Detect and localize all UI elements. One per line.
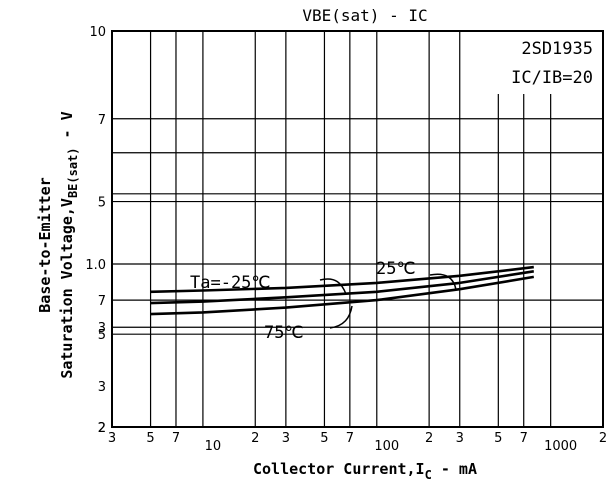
y-tick-label: 7 [98,113,106,128]
x-tick-label: 1000 [544,439,577,454]
series-lines [150,265,535,316]
pointer-75 [329,305,353,329]
label-box [469,32,599,94]
x-tick-label: 10 [205,439,222,454]
y-tick-label-lower: 2 [98,421,106,436]
plot-grid [111,30,604,428]
series-label-25: 25℃ [376,259,416,279]
series-line-1 [150,270,535,305]
x-tick-label: 2 [251,431,259,446]
x-axis-label: Collector Current,IC - mA [253,460,477,482]
x-tick-label: 3 [456,431,464,446]
x-tick-label: 7 [520,431,528,446]
pointer-25 [429,273,457,291]
y-axis-label-line1: Base-to-Emitter [36,177,54,312]
curve-annotations: Ta=-25℃ 25℃ 75℃ [190,259,457,343]
y-tick-label-lower: 5 [98,328,106,343]
x-tick-label: 3 [282,431,290,446]
x-tick-label: 7 [172,431,180,446]
x-tick-label: 5 [320,431,328,446]
chart-title: VBE(sat) - IC [302,6,427,25]
series-line-2 [150,275,535,316]
x-tick-label: 3 [108,431,116,446]
plot-frame [111,30,604,428]
y-axis-label-line2: Saturation Voltage,VBE(sat) - V [58,111,80,378]
series-label-75: 75℃ [264,323,304,343]
condition-label: IC/IB=20 [511,68,593,88]
y-tick-label: 10 [89,25,106,40]
x-tick-label: 2 [599,431,607,446]
series-line-0 [150,265,534,294]
y-tick-label-lower: 1.0 [85,258,106,273]
y-tick-label: 5 [98,196,106,211]
y-tick-label-lower: 3 [98,380,106,395]
x-tick-label: 2 [425,431,433,446]
x-tick-label: 5 [494,431,502,446]
x-tick-label: 100 [374,439,399,454]
pointer-ta-minus25 [319,278,347,295]
x-tick-label: 7 [346,431,354,446]
series-label-ta-minus25: Ta=-25℃ [190,273,271,293]
device-label: 2SD1935 [521,39,593,59]
y-tick-label: 3 [98,321,106,336]
y-tick-label-lower: 7 [98,294,106,309]
x-tick-label: 5 [146,431,154,446]
y-tick-label: 2 [98,421,106,436]
